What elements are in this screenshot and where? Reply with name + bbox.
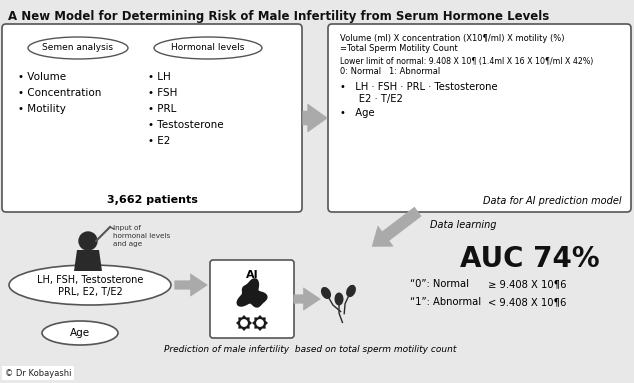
Text: • E2: • E2: [148, 136, 171, 146]
Text: AI: AI: [246, 270, 258, 280]
Text: Prediction of male infertility  based on total sperm motility count: Prediction of male infertility based on …: [164, 345, 456, 354]
Text: < 9.408 X 10¶6: < 9.408 X 10¶6: [488, 297, 566, 307]
Text: E2 · T/E2: E2 · T/E2: [340, 94, 403, 104]
Ellipse shape: [321, 287, 331, 299]
Text: • FSH: • FSH: [148, 88, 178, 98]
Text: • LH: • LH: [148, 72, 171, 82]
Text: ≥ 9.408 X 10¶6: ≥ 9.408 X 10¶6: [488, 279, 567, 289]
Text: =Total Sperm Motility Count: =Total Sperm Motility Count: [340, 44, 458, 53]
Text: Volume (ml) X concentration (X10¶/ml) X motility (%): Volume (ml) X concentration (X10¶/ml) X …: [340, 34, 564, 43]
Text: Lower limit of normal: 9.408 X 10¶ (1.4ml X 16 X 10¶/ml X 42%): Lower limit of normal: 9.408 X 10¶ (1.4m…: [340, 57, 593, 66]
Ellipse shape: [9, 265, 171, 305]
Text: 0: Normal   1: Abnormal: 0: Normal 1: Abnormal: [340, 67, 440, 76]
Text: “1”: Abnormal: “1”: Abnormal: [410, 297, 481, 307]
Text: • Testosterone: • Testosterone: [148, 120, 224, 130]
Polygon shape: [74, 250, 102, 271]
Text: “0”: Normal: “0”: Normal: [410, 279, 469, 289]
Text: LH, FSH, Testosterone: LH, FSH, Testosterone: [37, 275, 143, 285]
Text: Semen analysis: Semen analysis: [42, 44, 113, 52]
Circle shape: [257, 320, 263, 326]
Text: Age: Age: [70, 328, 90, 338]
Text: • Concentration: • Concentration: [18, 88, 101, 98]
Ellipse shape: [28, 37, 128, 59]
FancyArrowPatch shape: [294, 288, 320, 310]
FancyBboxPatch shape: [2, 366, 74, 380]
Text: •   LH · FSH · PRL · Testosterone: • LH · FSH · PRL · Testosterone: [340, 82, 498, 92]
FancyBboxPatch shape: [2, 24, 302, 212]
Text: • PRL: • PRL: [148, 104, 176, 114]
Ellipse shape: [346, 285, 356, 297]
Polygon shape: [236, 315, 252, 331]
Text: • Motility: • Motility: [18, 104, 66, 114]
Text: • Volume: • Volume: [18, 72, 66, 82]
Text: PRL, E2, T/E2: PRL, E2, T/E2: [58, 287, 122, 297]
Text: Data for AI prediction model: Data for AI prediction model: [483, 196, 622, 206]
Ellipse shape: [335, 293, 344, 306]
Text: •   Age: • Age: [340, 108, 375, 118]
Ellipse shape: [154, 37, 262, 59]
Text: © Dr Kobayashi: © Dr Kobayashi: [5, 368, 72, 378]
Polygon shape: [236, 278, 268, 308]
Text: AUC 74%: AUC 74%: [460, 245, 600, 273]
FancyBboxPatch shape: [328, 24, 631, 212]
Circle shape: [79, 232, 97, 250]
Text: Data learning: Data learning: [430, 220, 496, 230]
Text: A New Model for Determining Risk of Male Infertility from Serum Hormone Levels: A New Model for Determining Risk of Male…: [8, 10, 549, 23]
Ellipse shape: [42, 321, 118, 345]
FancyBboxPatch shape: [210, 260, 294, 338]
FancyArrowPatch shape: [175, 274, 207, 296]
FancyArrowPatch shape: [303, 104, 327, 132]
Text: Hormonal levels: Hormonal levels: [171, 44, 245, 52]
FancyArrowPatch shape: [372, 207, 421, 246]
Circle shape: [241, 320, 247, 326]
Text: Input of
hormonal levels
and age: Input of hormonal levels and age: [113, 225, 171, 247]
Text: 3,662 patients: 3,662 patients: [107, 195, 197, 205]
Polygon shape: [252, 315, 268, 331]
